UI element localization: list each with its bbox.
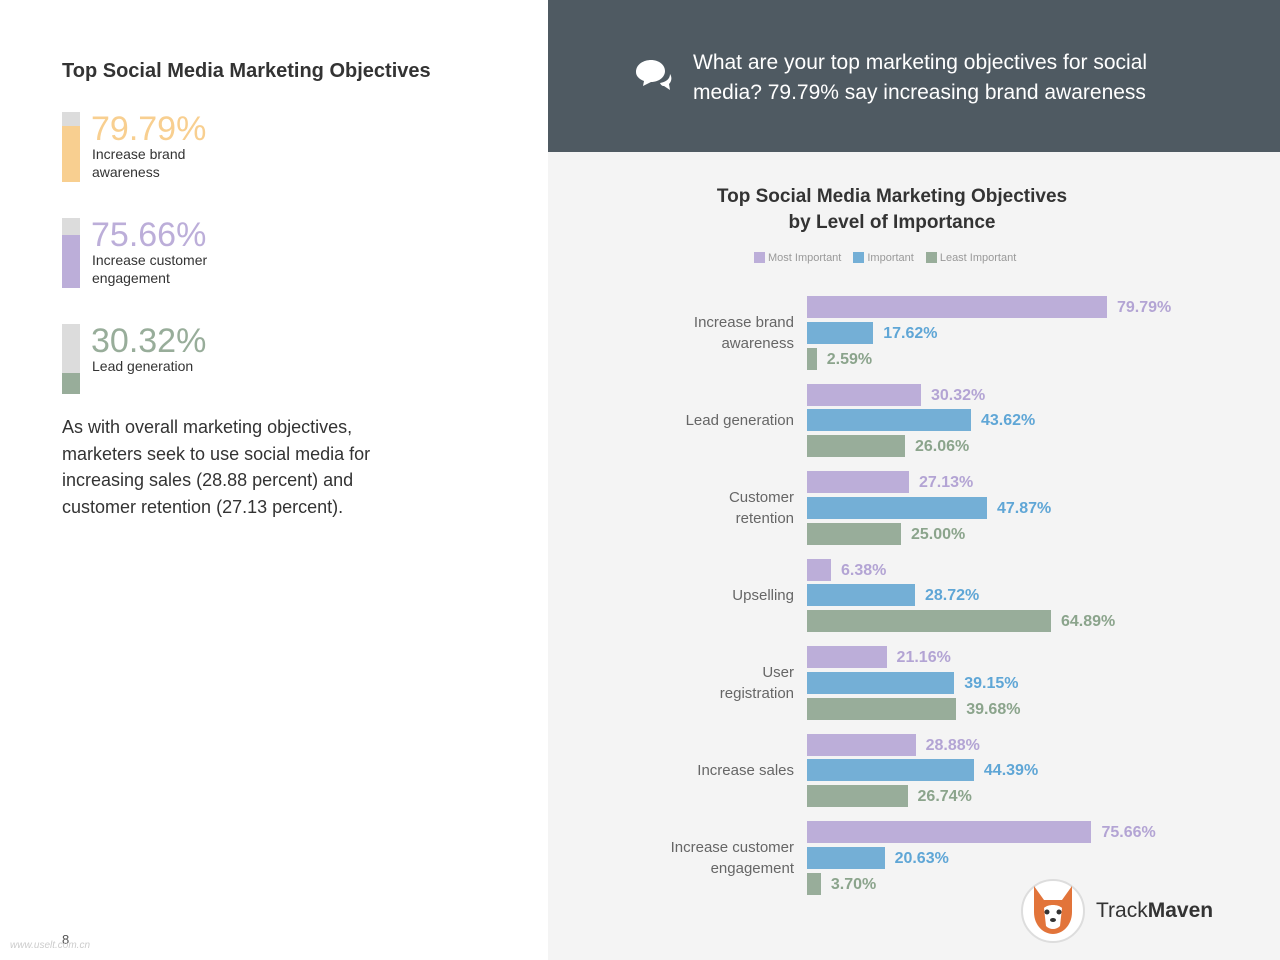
value-label: 6.38% <box>840 561 887 579</box>
bar <box>807 646 887 668</box>
bar <box>807 471 909 493</box>
bar <box>807 733 916 756</box>
logo-icon <box>1021 879 1085 943</box>
bar <box>807 522 901 545</box>
value-label: 79.79% <box>1117 299 1172 316</box>
bar <box>807 584 915 607</box>
bar <box>807 409 971 432</box>
logo-text: TrackMaven <box>1096 899 1213 923</box>
legend-label: Most Important <box>768 252 842 264</box>
category-label: Increase customer engagement <box>670 838 794 877</box>
header-text: What are your top marketing objectives f… <box>693 51 1148 104</box>
stat-bar <box>62 372 80 394</box>
value-label: 39.68% <box>966 700 1021 718</box>
logo-part: Track <box>1096 899 1148 922</box>
stat-text: Lead generation <box>92 358 194 374</box>
bar <box>807 821 1092 843</box>
right-panel <box>548 0 1280 960</box>
category-label: Increase sales <box>697 761 794 779</box>
bar <box>807 435 905 458</box>
stat-text: Increase brand awareness <box>92 146 186 180</box>
value-label: 28.88% <box>925 736 980 754</box>
bar <box>807 347 817 370</box>
bar <box>807 872 821 895</box>
title: Top Social Media Marketing Objectives <box>62 60 431 82</box>
bar <box>807 697 957 720</box>
value-label: 28.72% <box>924 587 980 605</box>
category-label: Customer retention <box>728 488 794 527</box>
bar <box>807 321 874 344</box>
value-label: 26.74% <box>917 788 972 806</box>
value-label: 75.66% <box>1101 824 1156 841</box>
value-label: 2.59% <box>826 350 873 368</box>
paragraph: As with overall marketing objectives, ma… <box>62 417 371 517</box>
legend-swatch <box>853 252 865 263</box>
chat-icon <box>636 60 672 90</box>
category-label: Increase brand awareness <box>693 313 794 352</box>
stat-value: 30.32% <box>91 322 207 360</box>
value-label: 47.87% <box>996 499 1052 517</box>
stat-bar <box>62 235 80 288</box>
value-label: 44.39% <box>983 762 1039 780</box>
stat-bar <box>62 126 80 182</box>
value-label: 25.00% <box>911 525 966 543</box>
chart-title: Top Social Media Marketing Objectives by… <box>716 186 1068 233</box>
value-label: 20.63% <box>894 849 949 867</box>
value-label: 43.62% <box>981 412 1036 430</box>
bar <box>807 610 1051 633</box>
bar <box>807 383 921 406</box>
legend-swatch <box>754 252 765 263</box>
value-label: 64.89% <box>1060 613 1116 631</box>
category-label: Upselling <box>732 586 794 604</box>
legend-swatch <box>925 252 937 263</box>
category-label: Lead generation <box>685 411 794 429</box>
bar <box>807 296 1107 318</box>
bar <box>807 496 987 519</box>
bar <box>807 558 831 581</box>
bar <box>807 785 908 808</box>
page-number: 8 <box>62 932 70 947</box>
value-label: 21.16% <box>896 649 951 666</box>
stat-text: Increase customer engagement <box>92 252 208 286</box>
logo-part: Maven <box>1147 899 1214 922</box>
value-label: 3.70% <box>830 875 877 893</box>
category-label: User registration <box>719 663 794 702</box>
value-label: 26.06% <box>914 438 970 456</box>
value-label: 39.15% <box>964 674 1019 692</box>
legend-label: Least Important <box>939 252 1017 264</box>
legend-label: Important <box>867 252 914 264</box>
value-label: 30.32% <box>931 386 986 404</box>
bar <box>807 846 885 869</box>
stat-value: 79.79% <box>91 110 207 148</box>
watermark: www.uselt.com.cn <box>10 940 91 951</box>
stat-value: 75.66% <box>91 216 207 254</box>
bar <box>807 671 955 694</box>
value-label: 27.13% <box>919 474 974 491</box>
value-label: 17.62% <box>883 324 938 342</box>
bar <box>807 759 974 782</box>
